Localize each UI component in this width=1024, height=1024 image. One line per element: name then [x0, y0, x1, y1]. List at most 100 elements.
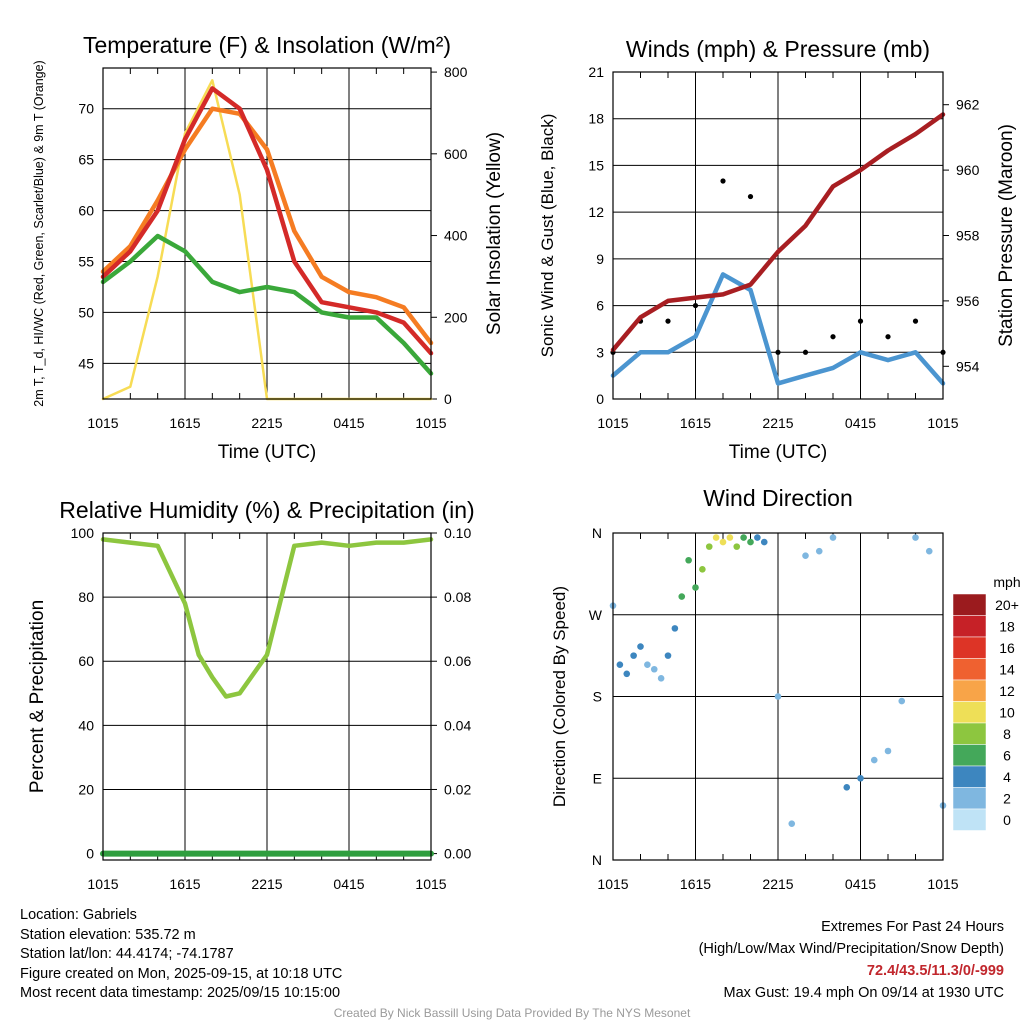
legend-swatch — [952, 744, 987, 767]
extremes-values: 72.4/43.5/11.3/0/-999 — [866, 963, 1004, 979]
chart-panel-2: 0 3 6 9 12 15 18 21 954 956 958 960 962 1015 1615 2215 0… — [538, 36, 1017, 463]
y2-tick-label: 954 — [956, 358, 980, 374]
y-tick-label: 70 — [78, 101, 94, 117]
y-tick-label: 20 — [78, 781, 94, 797]
plot-frame — [102, 67, 432, 400]
station-info: Location: Gabriels Station elevation: 53… — [20, 906, 342, 1004]
legend-swatch — [952, 615, 987, 638]
direction-point — [740, 534, 747, 541]
direction-point — [726, 534, 734, 541]
y2-tick-label: 0.00 — [444, 846, 471, 862]
temp9m-line — [100, 106, 434, 346]
y-tick-label: W — [589, 607, 603, 623]
x-tick-label: 1615 — [680, 876, 711, 892]
y2-tick-label: 0.10 — [444, 525, 471, 541]
direction-point — [644, 661, 651, 669]
x-axis-label: Time (UTC) — [218, 442, 317, 463]
direction-point — [719, 538, 727, 546]
gust-point — [665, 318, 671, 324]
chart-title: Wind Direction — [703, 485, 853, 511]
legend-label: 4 — [1003, 769, 1011, 785]
x-tick-label: 2215 — [251, 415, 282, 431]
gust-point — [912, 318, 919, 324]
direction-point — [712, 534, 720, 541]
y2-tick-label: 0.08 — [444, 589, 471, 605]
y-tick-label: N — [592, 525, 602, 541]
legend-swatch — [952, 787, 987, 810]
y-tick-label: 21 — [588, 64, 604, 80]
extremes-subtitle: (High/Low/Max Wind/Precipitation/Snow De… — [698, 941, 1004, 957]
x-tick-label: 2215 — [251, 876, 282, 892]
y-axis-label: Percent & Precipitation — [27, 600, 48, 793]
y-tick-label: 9 — [596, 251, 604, 267]
direction-point — [664, 652, 672, 659]
y2-tick-label: 962 — [956, 97, 980, 113]
gust-point — [775, 349, 781, 355]
y-tick-label: 12 — [588, 204, 604, 220]
x-tick-label: 1015 — [415, 876, 446, 892]
chart-panel-1: 45 50 55 60 65 70 0 200 400 600 800 1015 1615 2215 041… — [32, 32, 505, 463]
direction-point — [870, 756, 878, 764]
direction-point — [802, 552, 809, 560]
x-tick-label: 1015 — [597, 415, 628, 431]
y2-axis-label: Solar Insolation (Yellow) — [484, 132, 505, 335]
direction-point — [884, 747, 892, 755]
plot-frame — [612, 71, 944, 400]
pressure-line — [610, 112, 946, 353]
direction-point — [657, 675, 665, 682]
x-tick-label: 1615 — [680, 415, 711, 431]
x-tick-label: 1615 — [169, 876, 200, 892]
legend-label: 16 — [999, 640, 1015, 656]
most-recent-timestamp: Most recent data timestamp: 2025/09/15 1… — [20, 985, 341, 1002]
y2-tick-label: 800 — [444, 64, 468, 80]
y2-axis-label: Station Pressure (Maroon) — [996, 124, 1017, 347]
x-tick-label: 1015 — [927, 415, 958, 431]
x-tick-label: 0415 — [845, 876, 876, 892]
legend-swatch — [952, 593, 987, 616]
direction-point — [898, 697, 906, 705]
y2-tick-label: 958 — [956, 228, 980, 244]
y-axis-label: 2m T, T_d, HI/WC (Red, Green, Scarlet/Bl… — [32, 60, 46, 406]
x-tick-label: 1015 — [597, 876, 628, 892]
y-tick-label: 55 — [78, 254, 94, 270]
legend-swatch — [952, 679, 987, 702]
y-tick-label: N — [592, 852, 602, 868]
direction-point — [788, 820, 796, 827]
plot-frame — [612, 532, 944, 861]
y-tick-label: 0 — [86, 846, 94, 862]
legend-title: mph — [993, 574, 1020, 590]
y2-tick-label: 956 — [956, 293, 980, 309]
legend-swatch — [952, 636, 987, 659]
direction-point — [815, 547, 823, 555]
y-tick-label: E — [593, 770, 602, 786]
extremes-panel: Extremes For Past 24 Hours (High/Low/Max… — [699, 916, 1004, 1004]
legend-label: 10 — [999, 704, 1015, 720]
x-tick-label: 0415 — [333, 876, 364, 892]
wind-line — [610, 272, 946, 386]
direction-point — [747, 538, 754, 546]
gust-point — [692, 302, 699, 309]
station-latlon: Station lat/lon: 44.4174; -74.1787 — [20, 946, 234, 963]
y2-tick-label: 400 — [444, 228, 468, 244]
legend-label: 18 — [999, 618, 1015, 634]
x-tick-label: 2215 — [762, 876, 793, 892]
plot-frame — [102, 532, 432, 861]
legend-swatch — [952, 722, 987, 745]
x-tick-label: 0415 — [845, 415, 876, 431]
y2-tick-label: 0.02 — [444, 781, 471, 797]
y-tick-label: 0 — [596, 391, 604, 407]
direction-point — [616, 661, 624, 669]
credit-line: Created By Nick Bassill Using Data Provi… — [333, 1006, 691, 1020]
y-tick-label: 80 — [78, 589, 94, 605]
chart-title: Temperature (F) & Insolation (W/m²) — [83, 32, 451, 58]
direction-point — [925, 547, 933, 555]
dewpoint-line — [100, 233, 434, 376]
direction-point — [733, 543, 741, 550]
legend-label: 2 — [1003, 790, 1011, 806]
x-tick-label: 1015 — [415, 415, 446, 431]
y2-tick-label: 960 — [956, 162, 980, 178]
y2-tick-label: 0.04 — [444, 717, 471, 733]
x-tick-label: 1015 — [87, 876, 118, 892]
station-location: Location: Gabriels — [20, 907, 137, 923]
y-tick-label: 60 — [78, 203, 94, 219]
